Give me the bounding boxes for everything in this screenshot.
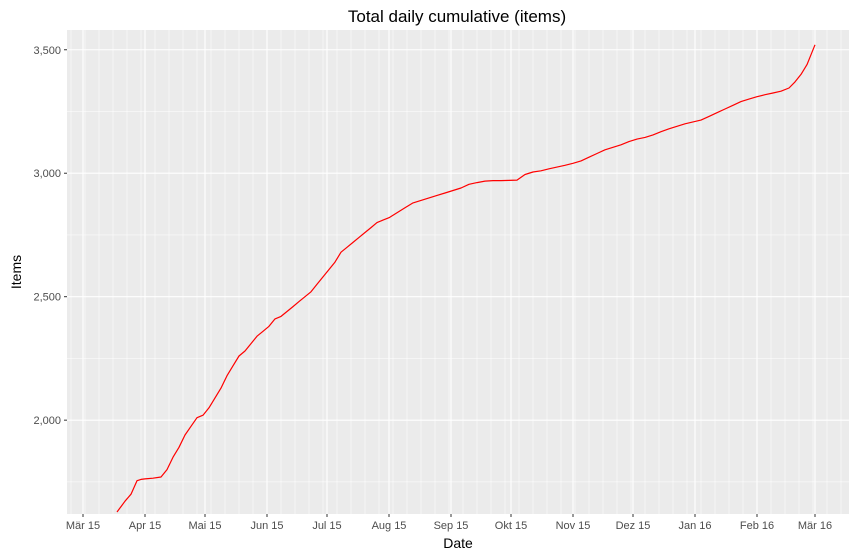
x-tick-label: Okt 15 xyxy=(495,520,527,532)
x-tick-label: Nov 15 xyxy=(556,520,591,532)
x-tick-label: Jul 15 xyxy=(312,520,341,532)
x-tick-label: Aug 15 xyxy=(372,520,407,532)
plot-panel xyxy=(67,30,849,514)
x-axis-title: Date xyxy=(443,535,473,551)
x-tick-label: Sep 15 xyxy=(434,520,469,532)
y-tick-label: 3,000 xyxy=(33,168,61,180)
y-tick-label: 3,500 xyxy=(33,45,61,57)
y-tick-label: 2,000 xyxy=(33,415,61,427)
y-axis-title: Items xyxy=(8,255,24,289)
chart-title: Total daily cumulative (items) xyxy=(348,7,566,26)
x-axis-ticks: Mär 15 Apr 15 Mai 15 Jun 15 Jul 15 Aug 15 Sep … xyxy=(66,514,832,532)
x-tick-label: Apr 15 xyxy=(129,520,161,532)
x-tick-label: Mär 15 xyxy=(66,520,100,532)
x-tick-label: Jun 15 xyxy=(250,520,283,532)
x-tick-label: Jan 16 xyxy=(678,520,711,532)
y-axis-ticks: 2,000 2,500 3,000 3,500 xyxy=(33,45,67,427)
x-tick-label: Feb 16 xyxy=(740,520,774,532)
y-tick-label: 2,500 xyxy=(33,292,61,304)
minor-gridlines xyxy=(67,30,849,514)
x-tick-label: Dez 15 xyxy=(616,520,651,532)
x-tick-label: Mai 15 xyxy=(188,520,221,532)
series-line xyxy=(116,44,816,513)
x-tick-label: Mär 16 xyxy=(798,520,832,532)
series-layer xyxy=(116,44,816,513)
major-gridlines xyxy=(67,30,849,514)
